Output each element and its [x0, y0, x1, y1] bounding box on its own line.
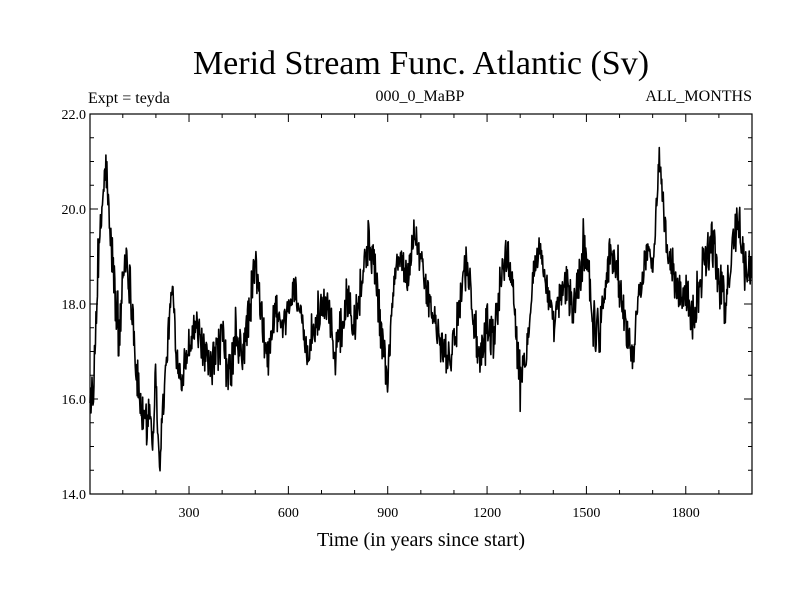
series-line [89, 146, 753, 472]
experiment-label: Expt = teyda [88, 90, 170, 107]
y-tick-label: 14.0 [62, 488, 87, 503]
x-tick-label: 600 [278, 506, 299, 521]
x-axis-ticks: 300 600 900 1200 1500 1800 [122, 114, 720, 521]
y-tick-label: 22.0 [62, 108, 87, 123]
x-tick-label: 1800 [672, 506, 700, 521]
chart-title: Merid Stream Func. Atlantic (Sv) [193, 45, 649, 82]
period-label: ALL_MONTHS [645, 88, 752, 105]
x-tick-label: 300 [179, 506, 200, 521]
x-axis-title: Time (in years since start) [317, 529, 525, 551]
x-tick-label: 1500 [572, 506, 600, 521]
y-axis-ticks: 14.0 16.0 18.0 20.0 22.0 [62, 108, 752, 503]
plot-frame [89, 113, 753, 495]
x-tick-label: 1200 [473, 506, 501, 521]
run-label: 000_0_MaBP [376, 88, 465, 105]
y-tick-label: 18.0 [62, 298, 87, 313]
x-tick-label: 900 [377, 506, 398, 521]
y-tick-label: 20.0 [62, 203, 87, 218]
y-tick-label: 16.0 [62, 393, 87, 408]
